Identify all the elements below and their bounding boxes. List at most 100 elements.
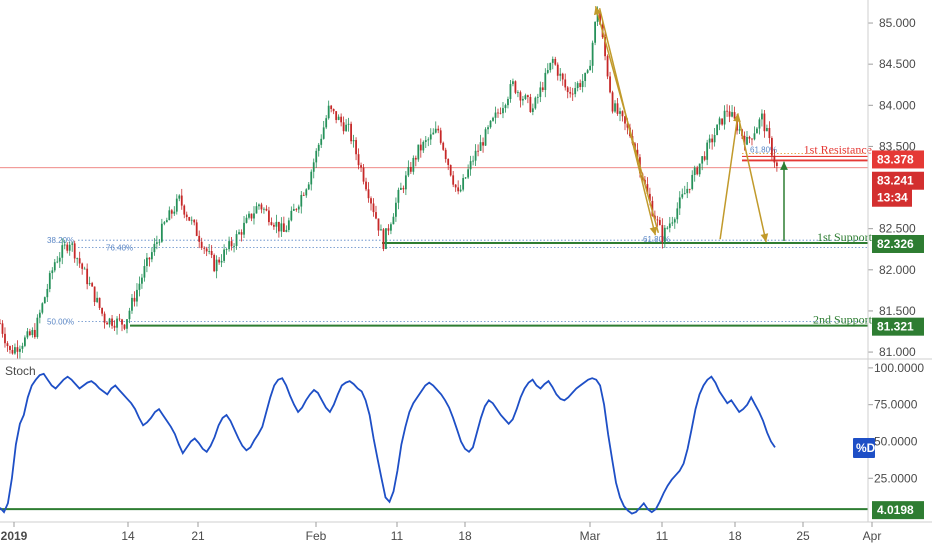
candle-body xyxy=(676,208,679,220)
candle-body xyxy=(16,347,19,352)
time-axis-label: Mar xyxy=(580,529,601,543)
stoch-series-badge-box xyxy=(853,438,875,458)
candle-body xyxy=(482,142,484,146)
time-axis-label: Feb xyxy=(306,529,327,543)
candle-body xyxy=(342,122,345,132)
candle-body xyxy=(307,184,310,190)
candle-body xyxy=(287,220,290,230)
candle-body xyxy=(188,217,191,221)
candle-body xyxy=(327,105,330,119)
price-tick-label: 85.000 xyxy=(879,16,916,30)
candle-body xyxy=(56,261,59,263)
candle-body xyxy=(19,348,21,352)
candle-body xyxy=(534,97,537,109)
candle-body xyxy=(409,166,412,172)
candle-body xyxy=(673,219,676,223)
support2-badge-box xyxy=(872,317,924,336)
candle-body xyxy=(756,128,758,134)
candle-body xyxy=(113,325,116,328)
candle-body xyxy=(160,223,163,242)
fib-618-label-right: 61.80% xyxy=(750,145,777,154)
candle-body xyxy=(434,128,437,133)
candle-body xyxy=(474,150,477,161)
candle-body xyxy=(292,209,295,211)
candle-body xyxy=(771,138,773,156)
candle-body xyxy=(310,171,313,185)
candle-body xyxy=(681,194,684,198)
candle-body xyxy=(449,164,452,176)
candle-body xyxy=(118,318,121,320)
arrow-down-to-support-head xyxy=(760,233,769,242)
candle-body xyxy=(551,58,554,63)
candle-body xyxy=(340,116,343,123)
candle-body xyxy=(417,144,420,160)
candle-body xyxy=(738,129,741,131)
candle-body xyxy=(352,140,355,142)
candle-body xyxy=(668,223,671,228)
fib-382-label: 38.20% xyxy=(47,236,74,245)
fib-618-label-bottom: 61.80% xyxy=(643,235,670,244)
candle-body xyxy=(614,103,616,112)
candle-body xyxy=(619,111,621,114)
candle-body xyxy=(531,108,534,112)
candle-body xyxy=(723,110,726,125)
candle-body xyxy=(116,318,118,328)
candle-body xyxy=(31,329,34,335)
candle-body xyxy=(462,178,465,190)
candle-body xyxy=(766,127,768,132)
stoch-tick-label: 75.0000 xyxy=(874,398,918,412)
candle-body xyxy=(170,210,173,214)
stoch-d-line xyxy=(0,372,776,515)
candle-body xyxy=(748,136,751,139)
candle-body xyxy=(245,217,248,223)
fib-764-label: 76.40% xyxy=(106,244,133,253)
candle-body xyxy=(51,270,54,274)
stoch-support-badge-text: 4.0198 xyxy=(877,503,914,517)
candle-body xyxy=(392,216,395,225)
candle-body xyxy=(175,198,178,212)
candle-body xyxy=(48,273,51,289)
candle-body xyxy=(270,222,273,225)
candle-body xyxy=(183,205,186,215)
candle-body xyxy=(268,210,270,223)
candle-body xyxy=(636,149,639,158)
resistance-badge-text: 83.378 xyxy=(877,152,914,166)
candle-body xyxy=(442,142,445,150)
support2-badge-text: 81.321 xyxy=(877,320,914,334)
candle-body xyxy=(584,72,587,82)
countdown-badge-box xyxy=(872,188,912,207)
candle-body xyxy=(225,249,228,250)
candle-body xyxy=(646,184,649,194)
candle-body xyxy=(656,219,659,221)
candle-body xyxy=(576,83,579,89)
candle-body xyxy=(200,241,203,248)
candle-body xyxy=(666,227,669,229)
candle-body xyxy=(210,251,213,256)
stoch-tick-label: 100.0000 xyxy=(874,361,924,375)
candle-body xyxy=(253,213,255,219)
candle-body xyxy=(469,161,472,170)
candle-body xyxy=(153,243,156,253)
candle-body xyxy=(648,193,651,201)
candle-body xyxy=(4,333,6,344)
candle-body xyxy=(38,312,41,318)
candle-body xyxy=(599,10,601,25)
candle-body xyxy=(36,317,39,338)
candle-body xyxy=(317,144,320,151)
candle-body xyxy=(360,165,362,168)
candle-body xyxy=(616,103,619,114)
candle-body xyxy=(250,213,253,219)
candle-body xyxy=(165,220,168,223)
candle-body xyxy=(663,227,666,243)
candle-body xyxy=(753,133,756,140)
candle-body xyxy=(150,252,153,260)
candle-body xyxy=(686,188,689,194)
candle-body xyxy=(731,112,733,117)
candle-body xyxy=(492,117,494,121)
candle-body xyxy=(26,331,29,338)
candle-body xyxy=(424,140,427,142)
current-price-badge-box xyxy=(872,171,924,190)
candle-body xyxy=(213,255,216,272)
candle-body xyxy=(146,257,148,267)
candle-body xyxy=(325,118,328,128)
